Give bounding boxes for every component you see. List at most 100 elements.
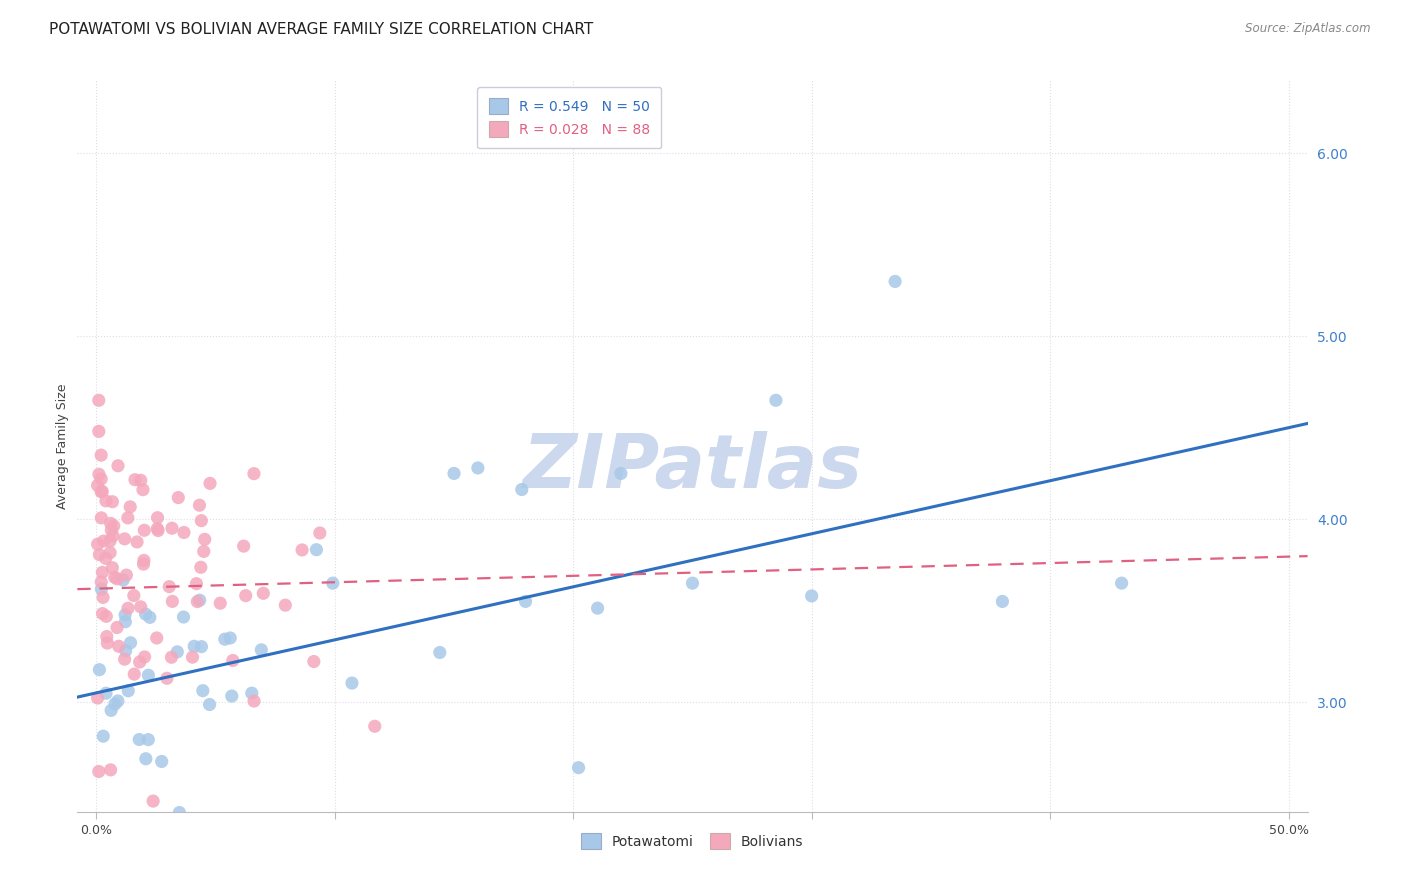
Point <box>87 467 110 482</box>
Point <box>132 483 155 497</box>
Point <box>156 671 179 685</box>
Text: ZIPatlas: ZIPatlas <box>523 432 862 505</box>
Point <box>91 729 114 743</box>
Point <box>291 543 314 558</box>
Point <box>364 719 387 733</box>
Point <box>252 586 274 600</box>
Point <box>198 698 221 712</box>
Point <box>135 752 157 766</box>
Point <box>214 632 236 647</box>
Point <box>90 484 112 499</box>
Point <box>139 610 162 624</box>
Point <box>568 761 591 775</box>
Point <box>134 523 156 537</box>
Point <box>87 764 110 779</box>
Point <box>198 476 221 491</box>
Point <box>107 458 129 473</box>
Point <box>308 526 330 541</box>
Point <box>221 689 243 703</box>
Point <box>190 560 212 574</box>
Point <box>166 645 188 659</box>
Point <box>129 473 152 487</box>
Point <box>120 636 142 650</box>
Point <box>100 516 122 531</box>
Point <box>100 523 122 537</box>
Point <box>167 491 190 505</box>
Point <box>100 703 122 717</box>
Point <box>146 522 169 536</box>
Point <box>232 539 254 553</box>
Point <box>91 591 114 605</box>
Point <box>94 551 117 566</box>
Point <box>160 650 183 665</box>
Point <box>115 568 138 582</box>
Point <box>235 589 257 603</box>
Point <box>104 570 127 584</box>
Point <box>209 596 232 610</box>
Point <box>91 484 114 499</box>
Point <box>586 601 609 615</box>
Point <box>610 467 633 481</box>
Point <box>884 275 907 289</box>
Point <box>96 636 118 650</box>
Point <box>96 609 118 624</box>
Point <box>100 763 122 777</box>
Point <box>222 653 245 667</box>
Point <box>142 794 165 808</box>
Point <box>132 557 155 571</box>
Point <box>190 640 212 654</box>
Point <box>146 524 169 538</box>
Point <box>190 514 212 528</box>
Point <box>120 500 142 514</box>
Point <box>114 652 136 666</box>
Point <box>98 546 121 560</box>
Point <box>122 667 145 681</box>
Point <box>90 511 112 525</box>
Point <box>94 494 117 508</box>
Point <box>243 694 266 708</box>
Point <box>145 631 167 645</box>
Point <box>322 576 344 591</box>
Point <box>112 573 135 587</box>
Point <box>162 594 184 608</box>
Point <box>274 598 297 612</box>
Point <box>117 683 139 698</box>
Y-axis label: Average Family Size: Average Family Size <box>56 384 69 508</box>
Point <box>91 607 114 621</box>
Point <box>136 732 159 747</box>
Point <box>107 640 129 654</box>
Point <box>125 535 148 549</box>
Text: POTAWATOMI VS BOLIVIAN AVERAGE FAMILY SIZE CORRELATION CHART: POTAWATOMI VS BOLIVIAN AVERAGE FAMILY SI… <box>49 22 593 37</box>
Point <box>682 576 704 591</box>
Point <box>86 691 108 706</box>
Point <box>87 425 110 439</box>
Point <box>98 534 121 549</box>
Point <box>991 594 1014 608</box>
Point <box>186 576 208 591</box>
Point <box>132 553 155 567</box>
Point <box>93 534 115 549</box>
Point <box>191 683 214 698</box>
Point <box>101 529 124 543</box>
Point <box>443 467 465 481</box>
Point <box>183 640 205 654</box>
Point <box>101 560 124 574</box>
Point <box>302 655 325 669</box>
Point <box>186 594 208 608</box>
Point <box>510 483 533 497</box>
Legend: Potawatomi, Bolivians: Potawatomi, Bolivians <box>575 826 810 856</box>
Point <box>105 572 128 586</box>
Point <box>90 472 112 486</box>
Point <box>114 532 136 546</box>
Point <box>515 594 537 608</box>
Point <box>128 732 150 747</box>
Point <box>173 610 195 624</box>
Point <box>103 519 125 533</box>
Point <box>104 697 127 711</box>
Point <box>117 601 139 615</box>
Point <box>765 393 787 408</box>
Point <box>181 650 204 665</box>
Point <box>89 548 111 562</box>
Point <box>114 615 136 629</box>
Point <box>160 521 183 535</box>
